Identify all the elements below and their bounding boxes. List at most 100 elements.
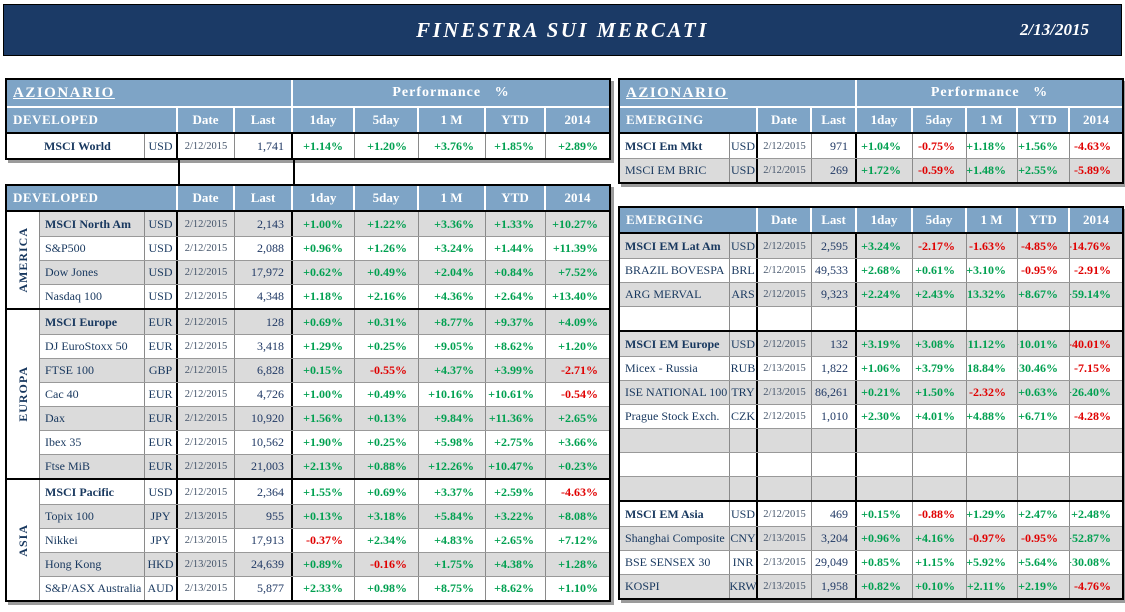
last-price: 1,741 xyxy=(235,134,293,158)
perf-1m: +4.36% xyxy=(419,285,486,308)
perf-5day: +0.49% xyxy=(355,261,419,284)
last-price xyxy=(812,429,857,452)
group-header: DEVELOPED xyxy=(7,108,178,132)
region-label-text: EUROPA xyxy=(15,366,30,422)
perf-2014: +52.87% xyxy=(1070,531,1111,545)
perf-1m xyxy=(967,307,1018,330)
column-header-2014: 2014 xyxy=(564,190,591,205)
column-header-row: DEVELOPED Date Last 1day 5day 1 M YTD 2014 xyxy=(7,186,609,212)
last-price: 49,533 xyxy=(812,259,857,282)
perf-1day: +1.29% xyxy=(293,335,355,358)
index-row: Dax EUR 2/12/2015 10,920 +1.56% +0.13% +9.84% +… xyxy=(40,406,609,430)
currency-code: EUR xyxy=(145,407,178,430)
perf-1m: -2.32% xyxy=(967,381,1018,404)
currency-code: USD xyxy=(145,480,178,504)
quote-date: 2/12/2015 xyxy=(178,383,235,406)
region-rows: MSCI Europe EUR 2/12/2015 128 +0.69% +0.31% +8… xyxy=(40,310,609,478)
perf-1day: +0.15% xyxy=(857,502,913,526)
perf-2014: -2.71% xyxy=(561,363,598,377)
perf-2014: +3.66% xyxy=(558,435,598,449)
currency-code: EUR xyxy=(145,335,178,358)
instrument-name: FTSE 100 xyxy=(40,359,145,382)
perf-5day: +3.18% xyxy=(355,505,419,528)
index-row: Shanghai Composite CNY 2/13/2015 3,204 +0.96… xyxy=(620,526,1122,550)
currency-code: RUB xyxy=(730,357,758,380)
perf-1m: +2.11% xyxy=(967,575,1018,598)
last-price: 17,972 xyxy=(235,261,293,284)
perf-1day: +1.14% xyxy=(293,134,355,158)
last-price: 17,913 xyxy=(235,529,293,552)
perf-5day: -2.17% xyxy=(913,234,967,258)
perf-ytd: +10.01% xyxy=(1018,332,1070,356)
last-price: 2,364 xyxy=(235,480,293,504)
perf-2014: +13.40% xyxy=(552,289,598,303)
perf-1m: +1.48% xyxy=(967,159,1018,182)
perf-1m: +9.05% xyxy=(419,335,486,358)
instrument-name: KOSPI xyxy=(620,575,730,598)
currency-code: JPY xyxy=(145,529,178,552)
perf-2014: -4.28% xyxy=(1074,409,1111,423)
index-row: Micex - Russia RUB 2/13/2015 1,822 +1.06% +3.… xyxy=(620,356,1122,380)
perf-1m: +8.77% xyxy=(419,310,486,334)
instrument-name xyxy=(620,307,730,330)
currency-code: USD xyxy=(730,134,758,158)
region-rows: MSCI EM Asia USD 2/12/2015 469 +0.15% -0.88% +… xyxy=(620,502,1122,598)
last-price: 86,261 xyxy=(812,381,857,404)
region-section: MSCI EM Europe USD 2/12/2015 132 +3.19% +3.08… xyxy=(620,330,1122,500)
quote-date: 2/12/2015 xyxy=(178,359,235,382)
last-price: 269 xyxy=(812,159,857,182)
column-header-1m: 1 M xyxy=(419,108,486,132)
instrument-name: Dow Jones xyxy=(40,261,145,284)
column-header-date: Date xyxy=(758,208,812,232)
column-header-1m: 1 M xyxy=(967,208,1018,232)
instrument-name: MSCI North Am xyxy=(40,212,145,236)
perf-1m: +11.12% xyxy=(967,332,1018,356)
developed-column: AZIONARIO Performance % DEVELOPED Date Last 1… xyxy=(5,78,611,602)
currency-code: USD xyxy=(145,285,178,308)
currency-code xyxy=(730,429,758,452)
column-header-ytd: YTD xyxy=(486,108,546,132)
perf-2014 xyxy=(1070,477,1122,500)
currency-code: CZK xyxy=(730,405,758,428)
instrument-name: Nikkei xyxy=(40,529,145,552)
currency-code: CNY xyxy=(730,527,758,550)
perf-1day: +0.62% xyxy=(293,261,355,284)
perf-5day: +0.25% xyxy=(355,335,419,358)
column-header-1m: 1 M xyxy=(419,186,486,210)
perf-ytd: +8.62% xyxy=(486,335,546,358)
index-row: Nasdaq 100 USD 2/12/2015 4,348 +1.18% +2.16% +… xyxy=(40,284,609,308)
index-row: DJ EuroStoxx 50 EUR 2/12/2015 3,418 +1.29% +0… xyxy=(40,334,609,358)
perf-1m: +3.37% xyxy=(419,480,486,504)
column-header-2014: 2014 xyxy=(564,112,591,127)
perf-1day: +0.96% xyxy=(857,527,913,550)
perf-ytd: +10.47% xyxy=(486,455,546,478)
perf-2014: +1.28% xyxy=(558,557,598,571)
quote-date: 2/13/2015 xyxy=(758,381,812,404)
perf-1day: +2.13% xyxy=(293,455,355,478)
perf-1day: +3.19% xyxy=(857,332,913,356)
index-row: ISE NATIONAL 100 TRY 2/13/2015 86,261 +0.21%… xyxy=(620,380,1122,404)
index-row: Topix 100 JPY 2/13/2015 955 +0.13% +3.18% +5.8… xyxy=(40,504,609,528)
perf-2014: -0.54% xyxy=(561,387,598,401)
perf-1day xyxy=(857,307,913,330)
quote-date: 2/13/2015 xyxy=(178,505,235,528)
perf-5day: +0.88% xyxy=(355,455,419,478)
perf-ytd: +2.47% xyxy=(1018,502,1070,526)
quote-date: 2/13/2015 xyxy=(178,529,235,552)
quote-date: 2/13/2015 xyxy=(758,575,812,598)
perf-1m: +1.18% xyxy=(967,134,1018,158)
quote-date: 2/13/2015 xyxy=(758,551,812,574)
perf-ytd: +2.19% xyxy=(1018,575,1070,598)
instrument-name: MSCI World xyxy=(7,134,145,158)
currency-code: KRW xyxy=(730,575,758,598)
perf-1day: +2.33% xyxy=(293,577,355,600)
currency-code: EUR xyxy=(145,383,178,406)
perf-1day: +1.18% xyxy=(293,285,355,308)
quote-date: 2/12/2015 xyxy=(178,480,235,504)
currency-code xyxy=(730,307,758,330)
column-header-5day: 5day xyxy=(913,108,967,132)
quote-date: 2/13/2015 xyxy=(178,553,235,576)
perf-1day: +1.90% xyxy=(293,431,355,454)
section-title-text: AZIONARIO xyxy=(13,84,115,101)
perf-1day: +1.56% xyxy=(293,407,355,430)
